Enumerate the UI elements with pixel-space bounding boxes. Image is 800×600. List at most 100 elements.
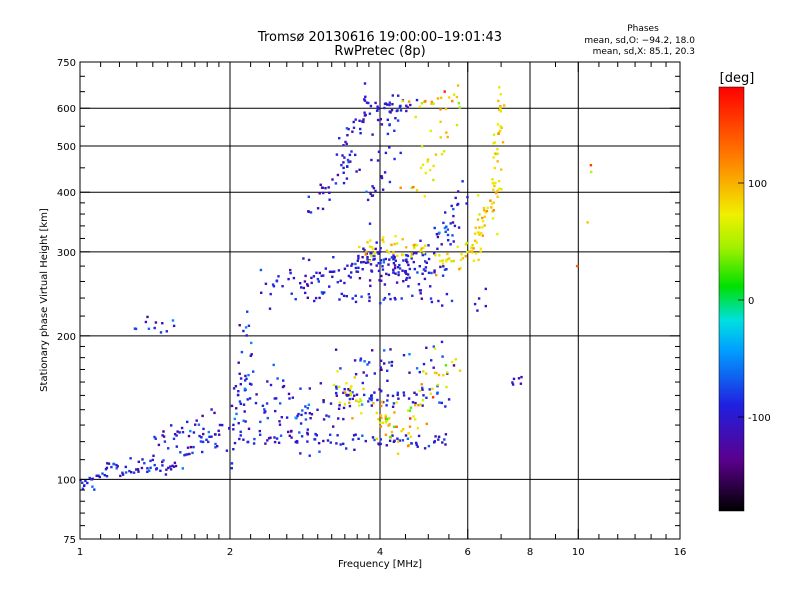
data-point-o xyxy=(162,430,165,433)
data-point-o xyxy=(129,457,132,460)
data-point-o xyxy=(133,327,137,330)
data-point-x xyxy=(410,186,413,190)
data-point-o xyxy=(449,222,452,225)
data-point-x xyxy=(407,409,410,412)
data-point-o xyxy=(383,106,386,110)
data-point-o xyxy=(389,348,392,351)
data-point-o xyxy=(391,256,394,259)
data-point-x xyxy=(431,396,435,399)
data-point-o xyxy=(357,437,360,440)
data-point-o xyxy=(302,257,305,260)
data-point-o xyxy=(300,435,304,438)
x-tick-label: 4 xyxy=(377,547,383,558)
data-point-o xyxy=(240,350,244,354)
data-point-x xyxy=(445,385,448,389)
data-point-o xyxy=(390,360,394,364)
data-point-o xyxy=(441,274,445,277)
data-point-x xyxy=(426,160,429,163)
data-point-o xyxy=(274,409,277,413)
colorbar-label: [deg] xyxy=(720,71,755,86)
data-point-o xyxy=(288,397,291,400)
data-point-x xyxy=(429,168,432,172)
data-point-o xyxy=(386,103,389,106)
data-point-o xyxy=(83,484,86,487)
data-point-o xyxy=(440,243,443,246)
data-point-o xyxy=(238,437,241,441)
data-point-o xyxy=(272,285,276,288)
data-point-x xyxy=(387,251,391,254)
data-point-x xyxy=(379,414,383,417)
data-point-o xyxy=(299,422,303,425)
data-point-x xyxy=(385,417,389,421)
data-point-o xyxy=(340,163,343,167)
data-point-o xyxy=(214,446,217,449)
data-point-o xyxy=(333,270,336,273)
data-point-x xyxy=(412,244,415,247)
data-point-o xyxy=(394,298,397,301)
data-point-o xyxy=(244,420,247,423)
data-point-o xyxy=(390,364,393,367)
data-point-o xyxy=(105,466,109,470)
data-point-o xyxy=(419,239,422,242)
data-point-o xyxy=(386,399,389,402)
data-point-x xyxy=(368,245,372,248)
data-point-o xyxy=(384,102,388,105)
data-point-o xyxy=(388,258,391,261)
data-point-o xyxy=(396,266,400,269)
data-point-o xyxy=(103,474,106,477)
data-point-x xyxy=(450,360,454,364)
data-point-o xyxy=(347,160,350,164)
data-point-x xyxy=(444,107,448,111)
data-point-o xyxy=(243,387,247,390)
grid-lines xyxy=(80,62,680,539)
data-point-o xyxy=(434,435,437,438)
data-point-o xyxy=(476,309,479,312)
data-point-o xyxy=(384,151,388,155)
data-point-x xyxy=(395,425,398,428)
data-point-x xyxy=(446,258,450,261)
data-point-o xyxy=(359,132,362,135)
data-point-o xyxy=(383,296,387,300)
data-point-o xyxy=(245,377,248,380)
data-point-o xyxy=(418,289,422,292)
data-point-o xyxy=(420,297,423,300)
data-point-o xyxy=(266,439,269,442)
data-point-o xyxy=(393,129,396,132)
data-point-o xyxy=(347,393,351,397)
data-point-x xyxy=(477,258,480,261)
data-point-o xyxy=(303,280,307,283)
data-point-o xyxy=(421,253,424,257)
data-point-o xyxy=(361,434,364,437)
data-point-o xyxy=(362,247,365,250)
data-point-o xyxy=(364,95,367,98)
data-point-o xyxy=(367,261,370,264)
data-point-x xyxy=(353,376,356,379)
data-point-x xyxy=(465,250,469,254)
data-point-o xyxy=(368,296,371,299)
data-point-o xyxy=(235,407,238,410)
data-point-o xyxy=(288,434,291,437)
data-point-x xyxy=(500,168,503,171)
data-point-x xyxy=(476,218,480,221)
data-point-o xyxy=(368,112,372,115)
data-point-o xyxy=(265,402,269,405)
data-point-o xyxy=(167,447,170,450)
data-point-o xyxy=(137,470,140,473)
data-point-o xyxy=(322,400,325,404)
data-point-o xyxy=(385,404,388,407)
data-point-o xyxy=(451,234,454,237)
data-point-o xyxy=(201,450,204,454)
data-point-o xyxy=(383,362,386,365)
data-point-x xyxy=(426,158,430,161)
data-point-o xyxy=(328,285,331,288)
data-point-x xyxy=(366,241,369,244)
data-point-o xyxy=(313,438,317,441)
data-point-o xyxy=(230,462,234,465)
data-point-o xyxy=(373,254,376,258)
data-point-o xyxy=(374,247,377,251)
data-point-o xyxy=(369,263,373,266)
data-point-o xyxy=(339,443,342,446)
data-point-o xyxy=(437,438,440,441)
data-point-o xyxy=(347,388,350,391)
data-point-o xyxy=(342,171,345,174)
